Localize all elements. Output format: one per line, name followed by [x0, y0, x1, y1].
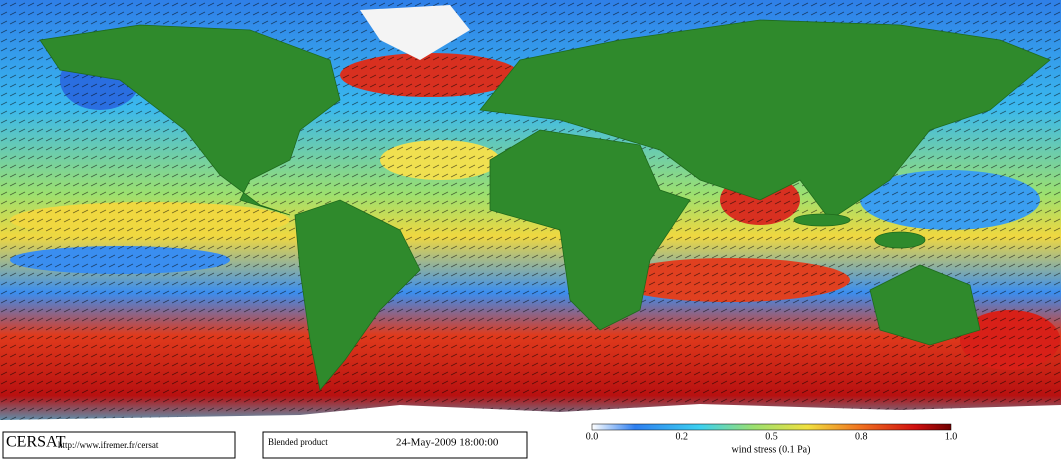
- url: http://www.ifremer.fr/cersat: [58, 440, 159, 450]
- credit-box: [2, 431, 236, 459]
- colorbar-ticks: 0.0 0.2 0.5 0.8 1.0: [586, 431, 958, 442]
- greenland: [360, 5, 470, 60]
- colorbar-label: wind stress (0.1 Pa): [732, 444, 811, 455]
- continents: [39, 19, 1051, 391]
- colorbar-tick-label: 0.8: [855, 431, 868, 442]
- colorbar-tick-label: 0.2: [676, 431, 689, 442]
- colorbar: [591, 423, 952, 431]
- antarctica: [0, 404, 1061, 430]
- logo: CERSAT: [6, 434, 66, 451]
- product: Blended product: [268, 437, 328, 447]
- colorbar-tick-label: 1.0: [945, 431, 958, 442]
- colorbar-tick-label: 0.0: [586, 431, 599, 442]
- colorbar-tick-label: 0.5: [765, 431, 778, 442]
- timestamp: 24-May-2009 18:00:00: [396, 437, 499, 449]
- info-box: [262, 431, 528, 459]
